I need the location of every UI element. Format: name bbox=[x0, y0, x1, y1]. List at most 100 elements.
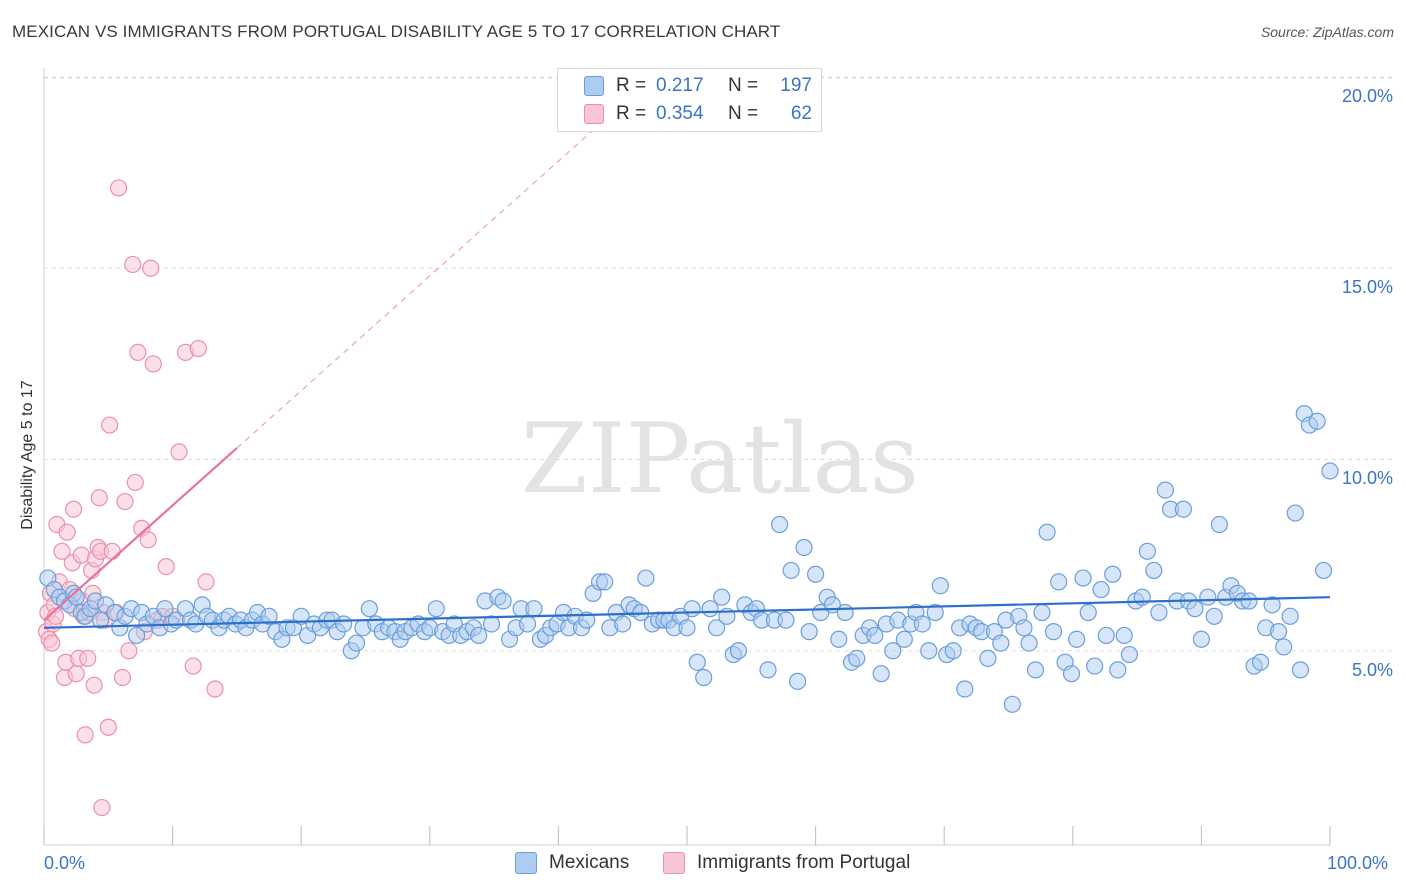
mexicans-point bbox=[1210, 515, 1229, 534]
portugal-point bbox=[120, 642, 138, 660]
mexicans-point bbox=[1199, 588, 1217, 606]
mexicans-point bbox=[1291, 661, 1310, 679]
portugal-point bbox=[64, 500, 83, 518]
mexicans-point bbox=[1186, 600, 1204, 618]
n-label: N = bbox=[728, 75, 759, 96]
mexicans-point bbox=[683, 600, 701, 618]
mexicans-point bbox=[944, 642, 962, 660]
x-tick-label: 0.0% bbox=[44, 853, 86, 873]
portugal-trend-extension bbox=[236, 126, 598, 449]
mexicans-points bbox=[39, 405, 1339, 713]
mexicans-point bbox=[335, 615, 353, 633]
mexicans-point bbox=[1251, 653, 1270, 671]
mexicans-point bbox=[777, 611, 795, 629]
mexicans-point bbox=[1033, 603, 1051, 622]
portugal-point bbox=[72, 546, 90, 564]
mexicans-point bbox=[292, 607, 310, 625]
mexicans-point bbox=[1003, 695, 1021, 713]
mexicans-point bbox=[1068, 630, 1086, 648]
portugal-point bbox=[67, 665, 85, 683]
legend-label: Mexicans bbox=[549, 852, 630, 873]
mexicans-point bbox=[992, 634, 1010, 652]
portugal-point bbox=[79, 649, 97, 668]
mexicans-point bbox=[614, 615, 632, 633]
mexicans-point bbox=[1314, 561, 1333, 580]
mexicans-point bbox=[427, 600, 445, 618]
pink-swatch bbox=[584, 104, 604, 124]
mexicans-point bbox=[956, 680, 974, 698]
portugal-point bbox=[113, 668, 132, 687]
mexicans-point bbox=[156, 600, 174, 618]
mexicans-point bbox=[926, 603, 944, 622]
mexicans-point bbox=[931, 577, 949, 595]
mexicans-point bbox=[1015, 619, 1033, 637]
portugal-point bbox=[139, 531, 157, 549]
r-value: 0.354 bbox=[656, 103, 704, 124]
source-label: Source: ZipAtlas.com bbox=[1260, 24, 1394, 40]
mexicans-point bbox=[1050, 573, 1068, 591]
mexicans-point bbox=[1092, 580, 1110, 599]
stats-legend: R = 0.217 N = 197 R = 0.354 N = 62 bbox=[557, 68, 822, 132]
mexicans-point bbox=[729, 642, 748, 660]
watermark: ZIPatlas bbox=[521, 403, 919, 515]
legend-label: Immigrants from Portugal bbox=[697, 852, 911, 873]
mexicans-point bbox=[518, 615, 537, 633]
mexicans-point bbox=[637, 569, 655, 587]
mexicans-point bbox=[360, 600, 378, 618]
mexicans-point bbox=[759, 661, 777, 679]
grid-lines bbox=[44, 76, 1392, 652]
legend-row-mexicans: R = 0.217 N = 197 bbox=[558, 72, 812, 100]
mexicans-point bbox=[979, 649, 997, 668]
y-tick-label: 20.0% bbox=[1341, 86, 1393, 106]
mexicans-point bbox=[1074, 569, 1092, 587]
mexicans-point bbox=[1286, 504, 1304, 522]
y-axis-label: Disability Age 5 to 17 bbox=[19, 380, 36, 530]
mexicans-point bbox=[1275, 638, 1293, 656]
mexicans-point bbox=[1156, 481, 1174, 499]
portugal-point bbox=[142, 259, 160, 277]
mexicans-point bbox=[866, 626, 884, 645]
mexicans-trend-line bbox=[43, 596, 1331, 629]
mexicans-point bbox=[1086, 657, 1104, 675]
mexicans-point bbox=[1308, 412, 1326, 430]
mexicans-point bbox=[848, 649, 866, 668]
mexicans-point bbox=[1120, 645, 1138, 664]
portugal-points bbox=[37, 179, 224, 817]
r-label: R = bbox=[616, 103, 647, 124]
mexicans-point bbox=[1026, 661, 1045, 679]
portugal-point bbox=[116, 492, 134, 511]
mexicans-point bbox=[782, 561, 800, 580]
portugal-point bbox=[90, 489, 108, 507]
mexicans-point bbox=[127, 626, 146, 645]
mexicans-point bbox=[1138, 542, 1156, 560]
mexicans-point bbox=[1109, 661, 1127, 679]
portugal-point bbox=[157, 557, 175, 576]
mexicans-point bbox=[695, 668, 713, 687]
portugal-point bbox=[43, 634, 61, 652]
portugal-point bbox=[124, 255, 142, 274]
portugal-point bbox=[76, 726, 94, 744]
mexicans-point bbox=[596, 573, 614, 591]
portugal-point bbox=[170, 443, 188, 461]
legend-item-portugal[interactable]: Immigrants from Portugal bbox=[663, 852, 910, 874]
mexicans-point bbox=[1263, 596, 1281, 614]
mexicans-point bbox=[1281, 607, 1299, 625]
mexicans-point bbox=[806, 565, 825, 583]
portugal-point bbox=[85, 676, 103, 694]
legend-row-portugal: R = 0.354 N = 62 bbox=[558, 100, 812, 128]
mexicans-point bbox=[913, 615, 931, 633]
mexicans-point bbox=[830, 630, 848, 648]
legend-item-mexicans[interactable]: Mexicans bbox=[515, 852, 629, 874]
portugal-point bbox=[126, 473, 144, 492]
y-tick-label: 5.0% bbox=[1351, 660, 1393, 680]
mexicans-point bbox=[1269, 623, 1288, 641]
portugal-point bbox=[189, 339, 207, 358]
mexicans-point bbox=[1321, 462, 1339, 480]
portugal-point bbox=[58, 523, 76, 541]
blue-swatch bbox=[515, 852, 537, 874]
mexicans-point bbox=[770, 515, 789, 534]
mexicans-point bbox=[788, 672, 807, 690]
portugal-point bbox=[144, 355, 162, 373]
r-value: 0.217 bbox=[656, 75, 704, 96]
mexicans-point bbox=[1062, 665, 1081, 683]
